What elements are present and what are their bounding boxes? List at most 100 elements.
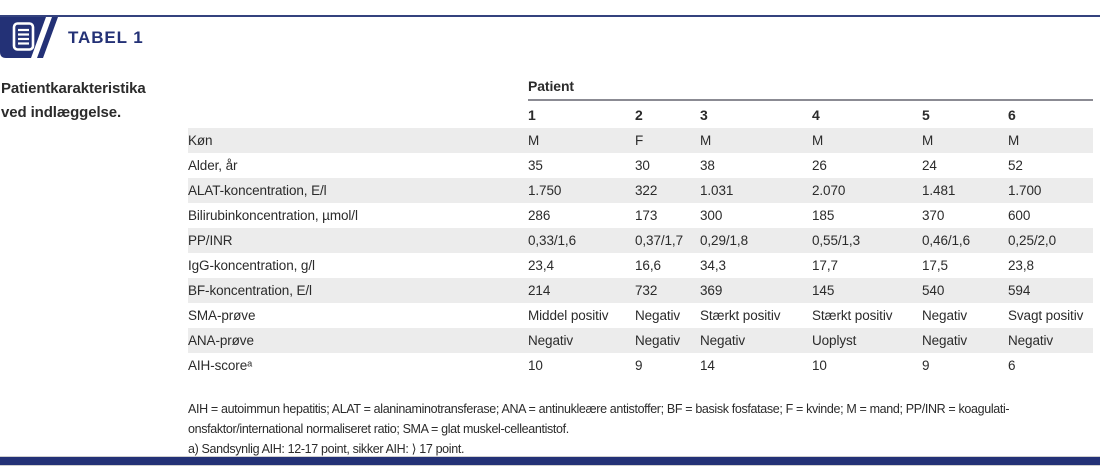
table-badge [0,17,60,58]
table-cell: 9 [922,358,930,373]
table-cell: 52 [1008,158,1023,173]
table-cell: 0,29/1,8 [700,228,812,253]
table-cell: 173 [635,208,658,223]
column-header-row: 1 2 3 4 5 6 [188,100,1093,128]
table-cell: 10 [528,358,543,373]
badge-shape [0,17,58,58]
table-cell: 540 [922,278,1008,303]
empty-corner-cell [188,100,528,128]
table-cell: 0,46/1,6 [922,228,1008,253]
table-cell: 1.700 [1008,178,1094,203]
table-cell: 0,55/1,3 [812,228,922,253]
bottom-rule [0,456,1100,466]
row-label: ALAT-koncentration, E/l [188,178,528,203]
table-cell: 26 [812,158,827,173]
table-cell: Stærkt positiv [812,308,893,323]
document-lines-icon [12,22,35,51]
table-cell: 1.750 [528,178,635,203]
table-cell: Negativ [635,308,681,323]
table-cell: M [812,128,922,153]
row-label: SMA-prøve [188,308,256,323]
empty-corner-cell [188,78,528,100]
table-cell: 10 [812,358,827,373]
table-cell: 370 [922,208,945,223]
table-cell: Negativ [922,328,1008,353]
table-caption: Patientkarakteristika ved indlæggelse. [1,77,146,125]
table-cell: 23,4 [528,258,554,273]
row-label: Køn [188,128,528,153]
table-cell: 17,7 [812,258,838,273]
table-cell: 34,3 [700,258,726,273]
table-row-ana: ANA-prøve Negativ Negativ Negativ Uoplys… [188,328,1094,353]
table-cell: 145 [812,278,922,303]
col-header-3: 3 [700,106,708,123]
table-cell: 24 [922,158,937,173]
table-row-bilirubin: Bilirubinkoncentration, µmol/l 286 173 3… [188,203,1093,228]
row-label: BF-koncentration, E/l [188,278,528,303]
table-cell: 732 [635,278,700,303]
table-cell: 23,8 [1008,258,1034,273]
table-cell: 1.481 [922,178,1008,203]
table-cell: 300 [700,208,723,223]
table-row-kon: Køn M F M M M M [188,128,1094,153]
table-row-aih-score: AIH-scoreᵃ 10 9 14 10 9 6 [188,353,1093,378]
col-header-6: 6 [1008,106,1016,123]
table-cell: 1.031 [700,178,812,203]
table-cell: 214 [528,278,635,303]
caption-line-1: Patientkarakteristika [1,80,146,97]
row-label: ANA-prøve [188,328,528,353]
table-cell: 594 [1008,278,1094,303]
table-row-alder: Alder, år 35 30 38 26 24 52 [188,153,1093,178]
table-cell: 0,37/1,7 [635,228,700,253]
table-cell: 600 [1008,208,1031,223]
table-cell: Negativ [700,328,812,353]
footnote-abbreviations-line-1: AIH = autoimmun hepatitis; ALAT = alanin… [188,402,1010,416]
footnote-abbreviations-line-2: onsfaktor/international normaliseret rat… [188,422,569,436]
table-cell: Middel positiv [528,308,609,323]
row-label: PP/INR [188,228,528,253]
table-cell: Negativ [1008,328,1094,353]
table-cell: 369 [700,278,812,303]
col-header-2: 2 [635,106,643,123]
patient-group-row: Patient [188,78,1094,101]
table-tag: TABEL 1 [68,28,144,47]
col-header-5: 5 [922,106,930,123]
table-cell: 30 [635,158,650,173]
table-cell: 6 [1008,358,1016,373]
patient-table: Patient 1 2 3 4 5 6 Køn M F M M M M Alde… [188,78,1094,378]
table-cell: 286 [528,208,551,223]
table-cell: M [1008,128,1094,153]
row-label: IgG-koncentration, g/l [188,258,315,273]
col-header-1: 1 [528,106,536,123]
col-header-4: 4 [812,106,820,123]
top-rule [0,15,1100,17]
footnote-a: a) Sandsynlig AIH: 12-17 point, sikker A… [188,442,465,456]
table-cell: Negativ [922,308,968,323]
footnotes: AIH = autoimmun hepatitis; ALAT = alanin… [188,399,1010,459]
table-row-igg: IgG-koncentration, g/l 23,4 16,6 34,3 17… [188,253,1093,278]
table-cell: 14 [700,358,715,373]
row-label: Alder, år [188,158,238,173]
table-cell: Negativ [635,328,700,353]
table-row-sma: SMA-prøve Middel positiv Negativ Stærkt … [188,303,1093,328]
table-cell: 0,25/2,0 [1008,228,1094,253]
table-cell: M [700,128,812,153]
table-cell: 2.070 [812,178,922,203]
table-cell: Negativ [528,328,635,353]
row-label: AIH-scoreᵃ [188,358,253,373]
table-cell: Stærkt positiv [700,308,781,323]
table-cell: 322 [635,178,700,203]
table-row-ppinr: PP/INR 0,33/1,6 0,37/1,7 0,29/1,8 0,55/1… [188,228,1094,253]
row-label: Bilirubinkoncentration, µmol/l [188,208,358,223]
table-cell: M [922,128,1008,153]
table-cell: Uoplyst [812,328,922,353]
table-cell: 16,6 [635,258,661,273]
table-cell: 185 [812,208,835,223]
table-row-alat: ALAT-koncentration, E/l 1.750 322 1.031 … [188,178,1094,203]
table-cell: 35 [528,158,543,173]
patient-group-header: Patient [528,78,1094,101]
table-cell: F [635,128,700,153]
table-cell: 17,5 [922,258,948,273]
caption-line-2: ved indlæggelse. [1,104,122,121]
table-cell: Svagt positiv [1008,308,1084,323]
